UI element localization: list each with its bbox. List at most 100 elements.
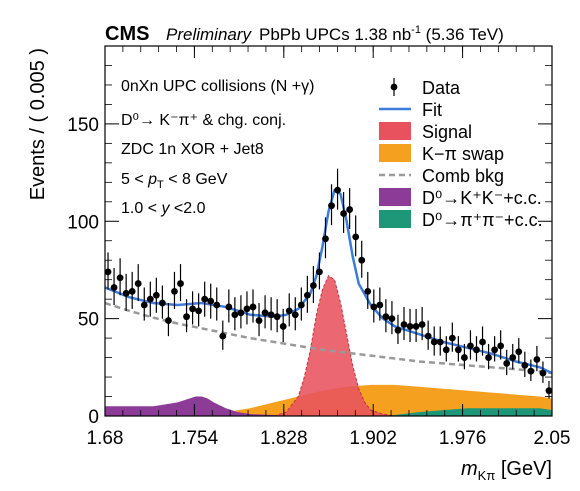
legend-data-marker bbox=[390, 83, 398, 91]
data-point bbox=[364, 287, 372, 295]
signal-outline bbox=[273, 275, 396, 417]
data-point bbox=[146, 295, 154, 303]
data-point bbox=[171, 287, 178, 295]
legend-swatch-swap bbox=[379, 144, 411, 162]
data-point bbox=[297, 301, 305, 309]
data-point bbox=[497, 342, 505, 350]
legend-swatch-pipi bbox=[379, 210, 411, 228]
legend-label-swap: K−π swap bbox=[422, 144, 504, 164]
data-point bbox=[195, 307, 203, 315]
data-point bbox=[545, 387, 553, 395]
luminosity-label: PbPb UPCs 1.38 nb-1 (5.36 TeV) bbox=[259, 24, 504, 44]
legend-item-fit: Fit bbox=[379, 100, 442, 120]
legend-item-data: Data bbox=[390, 78, 461, 98]
data-point bbox=[448, 334, 456, 342]
data-point bbox=[165, 317, 172, 324]
data-point bbox=[412, 323, 420, 330]
legend-swatch-kk bbox=[379, 188, 411, 206]
data-point bbox=[231, 311, 239, 319]
data-point bbox=[527, 367, 535, 375]
data-point bbox=[279, 323, 287, 330]
data-point bbox=[183, 313, 190, 321]
data-point bbox=[128, 287, 136, 295]
cms-label: CMS bbox=[105, 23, 149, 45]
x-tick-label: 1.902 bbox=[349, 428, 397, 449]
signal-area bbox=[274, 275, 395, 416]
x-tick-label: 1.754 bbox=[171, 428, 219, 449]
data-point bbox=[152, 291, 160, 299]
kk-area bbox=[105, 396, 395, 416]
data-point bbox=[485, 354, 492, 361]
data-point bbox=[442, 346, 450, 354]
data-point bbox=[177, 280, 184, 287]
data-point bbox=[158, 299, 166, 307]
data-point bbox=[116, 274, 124, 282]
legend-label-signal: Signal bbox=[422, 122, 472, 142]
annotation-decay: D⁰→ K⁻π⁺ & chg. conj. bbox=[121, 112, 286, 129]
data-point bbox=[400, 321, 408, 328]
data-point bbox=[273, 313, 281, 321]
legend-label-comb: Comb bkg bbox=[422, 166, 504, 186]
data-point bbox=[467, 342, 474, 350]
y-axis-title: Events / ( 0.005 ) bbox=[27, 48, 49, 200]
data-point bbox=[539, 369, 547, 377]
data-point bbox=[352, 233, 360, 241]
data-point bbox=[376, 301, 384, 309]
legend-item-signal: Signal bbox=[379, 122, 472, 142]
legend-label-data: Data bbox=[422, 78, 461, 98]
x-axis-title: mKπ [GeV] bbox=[461, 458, 552, 483]
legend-item-pipi: D⁰→π⁺π⁻+c.c. bbox=[379, 210, 543, 230]
data-point bbox=[382, 313, 390, 321]
data-point bbox=[358, 256, 366, 264]
annotation-rapidity-range: 1.0 < y <2.0 bbox=[121, 200, 206, 217]
data-point bbox=[491, 346, 499, 354]
data-point bbox=[436, 338, 444, 346]
data-point bbox=[322, 235, 329, 243]
x-tick-label: 1.68 bbox=[87, 428, 124, 449]
data-point bbox=[237, 309, 245, 317]
data-point bbox=[122, 289, 130, 297]
data-point bbox=[255, 317, 263, 324]
data-point bbox=[249, 303, 257, 311]
data-point bbox=[110, 284, 118, 291]
data-point bbox=[521, 361, 529, 369]
data-point bbox=[140, 301, 148, 309]
x-tick-label: 1.976 bbox=[439, 428, 487, 449]
data-point bbox=[454, 346, 462, 354]
plot-frame bbox=[104, 45, 553, 417]
preliminary-label: Preliminary bbox=[166, 25, 253, 44]
data-point bbox=[285, 307, 293, 315]
data-point bbox=[509, 354, 517, 361]
data-point bbox=[388, 315, 396, 323]
data-point bbox=[533, 356, 541, 363]
data-point bbox=[225, 303, 233, 311]
legend-label-pipi: D⁰→π⁺π⁻+c.c. bbox=[422, 210, 543, 230]
data-point bbox=[303, 291, 311, 299]
y-tick-label: 50 bbox=[78, 310, 99, 331]
data-point bbox=[267, 311, 275, 319]
data-point bbox=[316, 268, 323, 276]
legend-item-kk: D⁰→K⁺K⁻+c.c. bbox=[379, 188, 542, 208]
data-point bbox=[473, 346, 480, 354]
x-tick-label: 2.05 bbox=[534, 428, 571, 449]
data-point bbox=[261, 309, 269, 317]
data-point bbox=[243, 305, 251, 313]
data-point bbox=[503, 360, 511, 367]
data-point bbox=[104, 268, 112, 276]
data-point bbox=[219, 332, 227, 340]
data-point bbox=[370, 303, 378, 311]
legend-item-comb: Comb bkg bbox=[379, 166, 504, 186]
annotation-collisions: 0nXn UPC collisions (N +γ) bbox=[121, 78, 314, 95]
data-point bbox=[479, 338, 486, 346]
annotation-pt-range: 5 < pT < 8 GeV bbox=[121, 171, 228, 191]
data-point bbox=[189, 305, 196, 313]
y-tick-label: 100 bbox=[67, 212, 99, 233]
data-point bbox=[461, 354, 468, 361]
data-point bbox=[328, 202, 335, 210]
data-point bbox=[213, 301, 221, 309]
y-tick-label: 0 bbox=[88, 407, 99, 428]
data-point bbox=[406, 323, 414, 330]
data-point bbox=[424, 332, 432, 340]
legend-label-fit: Fit bbox=[422, 100, 442, 120]
data-point bbox=[346, 206, 354, 213]
